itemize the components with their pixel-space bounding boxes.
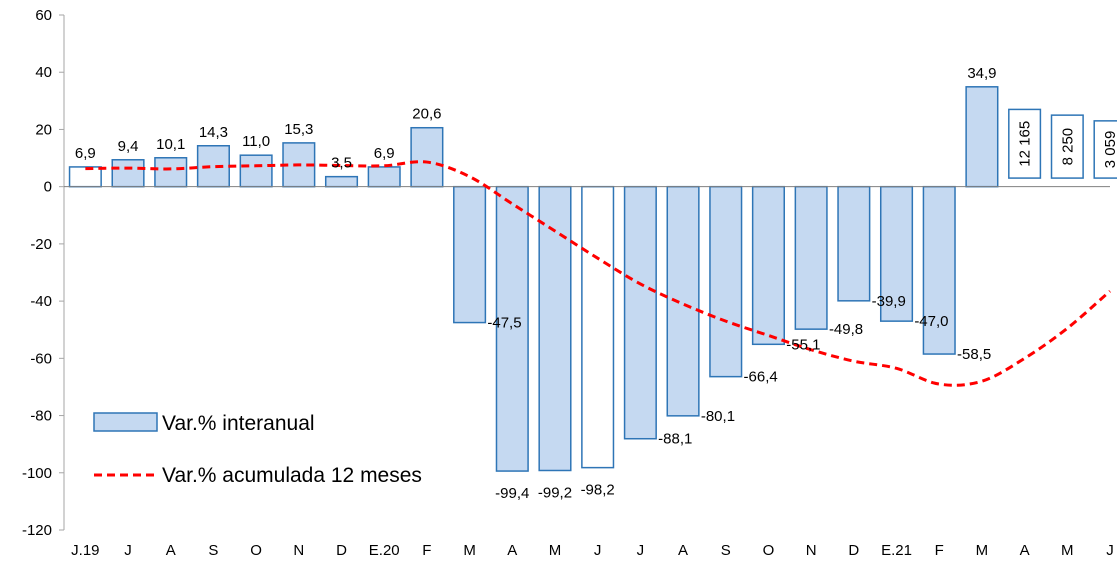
data-labels: 6,9 9,4 10,1 14,3 11,0 15,3 3,5 6,9 20,6 -47,5 -99… — [75, 65, 1117, 502]
data-label-2: 10,1 — [156, 136, 185, 153]
data-label-16: -55,1 — [786, 336, 820, 353]
y-tick-label: -40 — [30, 293, 52, 310]
bar-17 — [794, 185, 828, 330]
data-label-12: -98,2 — [581, 482, 615, 499]
line-series — [85, 160, 1111, 387]
x-tick-label: J — [124, 542, 132, 559]
y-tick-label: -80 — [30, 408, 52, 425]
y-tick-label: -60 — [30, 350, 52, 367]
y-tick-label: 20 — [35, 121, 52, 138]
data-label-3: 14,3 — [199, 124, 228, 141]
bar-4 — [239, 154, 273, 188]
bar-16 — [751, 185, 785, 346]
data-label-11: -99,2 — [538, 484, 572, 501]
x-tick-label: O — [763, 542, 775, 559]
x-tick-label: J — [1106, 542, 1114, 559]
data-label-14: -80,1 — [701, 408, 735, 425]
data-label-20: -58,5 — [957, 346, 991, 363]
x-tick-label: M — [549, 542, 562, 559]
x-tick-label: F — [422, 542, 431, 559]
data-label-8: 20,6 — [412, 106, 441, 123]
bar-1 — [111, 159, 145, 188]
x-tick-label: A — [678, 542, 688, 559]
x-tick-label: M — [1061, 542, 1074, 559]
y-tick-label: -100 — [22, 465, 52, 482]
y-tick-label: 0 — [44, 179, 52, 196]
x-tick-label: J — [637, 542, 645, 559]
data-label-9: -47,5 — [487, 315, 521, 332]
bar-24 — [1093, 120, 1117, 179]
legend-bar-label: Var.% interanual — [162, 412, 315, 435]
bar-12 — [581, 185, 615, 469]
data-label-22: 12 165 — [1017, 121, 1034, 167]
data-label-19: -47,0 — [914, 313, 948, 330]
x-tick-label: D — [336, 542, 347, 559]
y-tick-label: -120 — [22, 522, 52, 539]
bar-18 — [837, 185, 871, 302]
x-tick-label: A — [166, 542, 176, 559]
legend: Var.% interanual Var.% acumulada 12 mese… — [93, 412, 422, 487]
x-tick-label: D — [848, 542, 859, 559]
data-label-17: -49,8 — [829, 321, 863, 338]
x-tick-label: O — [250, 542, 262, 559]
x-tick-label: A — [1020, 542, 1030, 559]
data-label-15: -66,4 — [744, 369, 778, 386]
data-label-13: -88,1 — [658, 431, 692, 448]
bar-7 — [367, 166, 401, 188]
bar-22 — [1008, 108, 1042, 179]
y-axis-ticks: 60 40 20 0 -20 -40 -60 -80 -100 -120 — [22, 7, 64, 539]
data-label-4: 11,0 — [242, 133, 270, 150]
x-tick-label: M — [463, 542, 476, 559]
bar-6 — [324, 175, 359, 188]
bar-11 — [538, 185, 572, 472]
x-tick-label: N — [293, 542, 304, 559]
x-tick-label: S — [208, 542, 218, 559]
data-label-6: 3,5 — [331, 155, 352, 172]
x-tick-label: S — [721, 542, 731, 559]
x-axis-ticks: J.19 J A S O N D E.20 F M A M J J A S O N D E.21 F M A M J — [71, 542, 1114, 559]
data-label-21: 34,9 — [967, 65, 996, 82]
bar-0 — [68, 166, 102, 188]
x-tick-label: M — [976, 542, 989, 559]
x-tick-label: J.19 — [71, 542, 99, 559]
legend-line-label: Var.% acumulada 12 meses — [162, 464, 422, 487]
bar-21 — [965, 86, 999, 188]
bar-8 — [410, 126, 444, 188]
x-tick-label: E.20 — [369, 542, 400, 559]
x-tick-label: A — [507, 542, 517, 559]
x-tick-label: E.21 — [881, 542, 912, 559]
y-tick-label: 40 — [35, 64, 52, 81]
data-label-23: 8 250 — [1059, 128, 1076, 166]
data-label-18: -39,9 — [872, 293, 906, 310]
data-label-10: -99,4 — [495, 485, 529, 502]
data-label-7: 6,9 — [374, 145, 395, 162]
y-tick-label: -20 — [30, 236, 52, 253]
bar-9 — [453, 185, 487, 324]
x-tick-label: J — [594, 542, 602, 559]
bar-10 — [495, 185, 529, 472]
data-label-5: 15,3 — [284, 121, 313, 138]
bar-15 — [709, 185, 743, 378]
data-label-0: 6,9 — [75, 145, 96, 162]
y-tick-label: 60 — [35, 7, 52, 24]
legend-bar-swatch — [93, 412, 158, 432]
x-tick-label: N — [806, 542, 817, 559]
bar-14 — [666, 185, 700, 417]
bar-23 — [1050, 114, 1084, 179]
bar-13 — [623, 185, 657, 440]
cumulative-line — [85, 160, 1111, 387]
x-tick-label: F — [935, 542, 944, 559]
data-label-1: 9,4 — [118, 138, 139, 155]
data-label-24: 3 059 — [1102, 131, 1117, 169]
bar-2 — [154, 157, 188, 188]
